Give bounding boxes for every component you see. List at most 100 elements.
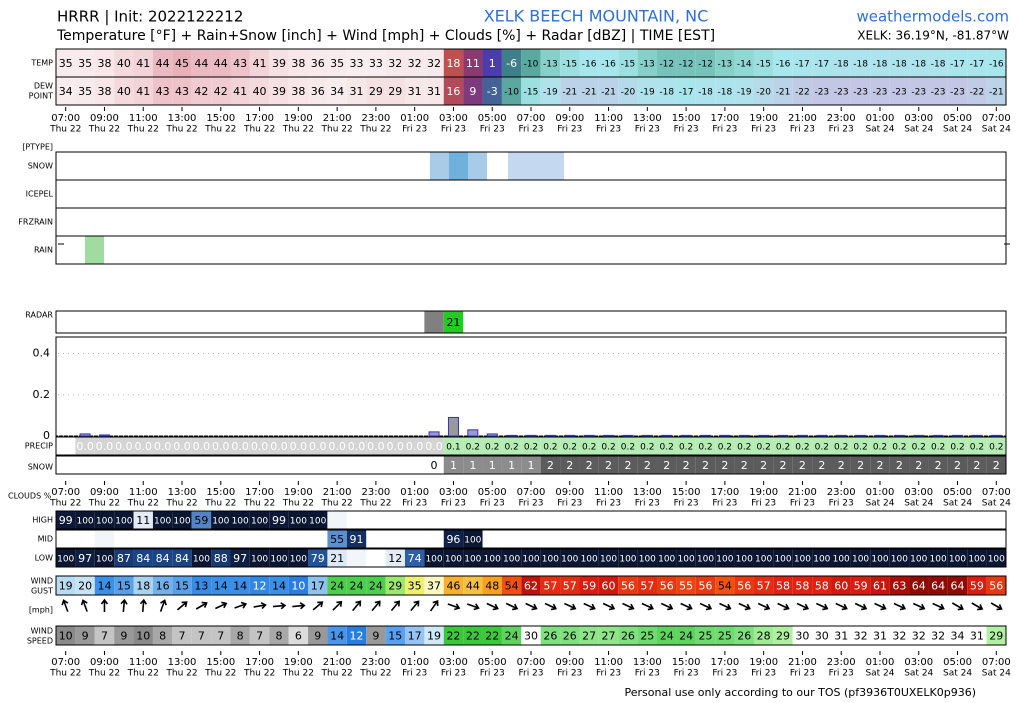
- cell: [152, 576, 173, 595]
- cell: [308, 437, 328, 455]
- cell: [191, 437, 212, 455]
- day-label: Thu 22: [165, 499, 197, 509]
- cell: [443, 77, 464, 105]
- cell: [540, 626, 561, 645]
- cell-label: 100: [794, 555, 811, 565]
- cell-label: 29: [388, 580, 402, 593]
- site-link[interactable]: weathermodels.com: [856, 8, 1009, 26]
- cell-label: 59: [582, 580, 596, 593]
- cell-label: 7: [217, 630, 224, 643]
- precip-bar: [777, 434, 789, 437]
- cell-label: 25: [698, 630, 712, 643]
- precip-bar: [913, 434, 925, 437]
- rain-shade: [85, 236, 104, 264]
- time-label: 05:00: [478, 657, 507, 668]
- cell: [637, 437, 658, 455]
- cell-label: 60: [834, 580, 848, 593]
- day-label: Sat 24: [982, 499, 1011, 509]
- cell: [463, 456, 483, 474]
- day-label: Thu 22: [88, 669, 120, 679]
- cell: [443, 311, 464, 333]
- cell: [327, 49, 347, 77]
- row-box: [55, 548, 1007, 568]
- cell-label: -23: [814, 88, 829, 98]
- cell-label: 13: [194, 580, 208, 593]
- cell: [269, 576, 289, 595]
- cell-label: 14: [330, 630, 344, 643]
- cell-label: 0.2: [950, 443, 964, 453]
- cell-label: 2: [993, 459, 1000, 472]
- cell: [404, 576, 425, 595]
- cell-label: 100: [813, 555, 830, 565]
- cell: [792, 549, 813, 567]
- cell-label: 26: [543, 630, 557, 643]
- cell-label: 18: [446, 57, 460, 70]
- cell: [657, 549, 677, 567]
- cell-label: 0.0: [231, 440, 249, 453]
- cell: [753, 437, 774, 455]
- cell-label: 42: [214, 85, 228, 98]
- cell-label: 64: [951, 580, 965, 593]
- row-box: [55, 529, 1007, 549]
- cell-label: 11: [466, 57, 480, 70]
- cell-label: 9: [82, 630, 89, 643]
- cell: [812, 77, 832, 105]
- cell: [230, 77, 250, 105]
- wind-arrow: [660, 602, 674, 611]
- cell: [443, 437, 464, 455]
- cell: [695, 576, 716, 595]
- cell-label: 31: [873, 630, 887, 643]
- cell: [850, 626, 871, 645]
- cell-label: 44: [156, 57, 170, 70]
- day-label: Thu 22: [88, 499, 120, 509]
- row-box: [55, 510, 1007, 530]
- cell: [366, 77, 386, 105]
- cell-label: 2: [547, 459, 554, 472]
- row-label: RADAR: [25, 311, 53, 320]
- time-label: 19:00: [284, 657, 313, 668]
- cell-label: 41: [253, 57, 267, 70]
- cell-label: 22: [446, 630, 460, 643]
- cell-label: 27: [582, 630, 596, 643]
- time-label: 07:00: [517, 113, 546, 124]
- day-label: Fri 23: [635, 669, 660, 679]
- cell-label: 97: [233, 552, 247, 565]
- cell: [404, 77, 425, 105]
- cell: [463, 530, 483, 548]
- cell-label: 100: [96, 517, 113, 527]
- cell-label: -17: [814, 60, 829, 70]
- cell-label: 39: [272, 57, 286, 70]
- cell: [482, 549, 502, 567]
- cell-label: 48: [485, 580, 499, 593]
- cell: [676, 456, 696, 474]
- row-label: FRZRAIN: [18, 218, 53, 227]
- wind-arrow: [816, 602, 829, 611]
- cell-label: 100: [96, 555, 113, 565]
- cell: [288, 511, 309, 529]
- day-label: Fri 23: [557, 499, 582, 509]
- cell-label: 100: [561, 555, 578, 565]
- cell-label: 100: [464, 555, 481, 565]
- cell: [792, 437, 813, 455]
- cell-label: 99: [272, 514, 286, 527]
- precip-bar: [971, 434, 983, 437]
- cell-label: 57: [757, 580, 771, 593]
- cell: [967, 49, 987, 77]
- wind-arrow: [990, 602, 1003, 611]
- cell: [114, 576, 134, 595]
- time-label: 03:00: [439, 657, 468, 668]
- cell: [792, 626, 813, 645]
- cell-label: 64: [931, 580, 945, 593]
- cell: [346, 626, 367, 645]
- cell: [560, 549, 580, 567]
- cell: [191, 49, 212, 77]
- cell-label: 100: [251, 555, 268, 565]
- cell: [637, 49, 658, 77]
- cell: [928, 549, 948, 567]
- row-label: LOW: [35, 554, 53, 563]
- cell: [94, 77, 115, 105]
- cell: [909, 576, 929, 595]
- cell-label: 0.0: [328, 440, 346, 453]
- cell-label: 84: [156, 552, 170, 565]
- cell-label: 100: [871, 555, 888, 565]
